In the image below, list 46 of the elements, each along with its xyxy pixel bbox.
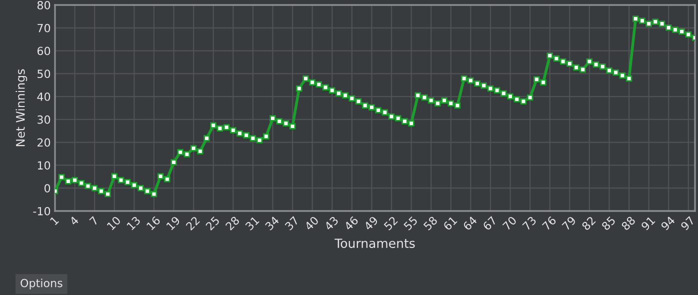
x-tick-label: 16: [146, 216, 161, 230]
y-tick-label: 30: [38, 115, 50, 124]
x-tick-label: 70: [502, 216, 518, 231]
x-tick-label: 73: [522, 216, 537, 231]
x-tick-label: 43: [324, 216, 339, 231]
x-tick-label: 85: [601, 216, 616, 231]
x-tick-label: 64: [462, 216, 478, 231]
x-tick-label: 58: [423, 216, 438, 231]
x-axis-title: Tournaments: [334, 238, 415, 248]
x-tick-label: 4: [69, 216, 80, 226]
y-tick-label: 20: [38, 138, 50, 147]
x-tick-label: 10: [106, 216, 122, 230]
x-tick-label: 40: [304, 216, 320, 231]
x-tick-label: 79: [562, 216, 576, 231]
y-tick-label: 0: [44, 184, 50, 192]
x-tick-label: 82: [581, 216, 596, 231]
x-tick-label: 76: [542, 216, 557, 231]
x-tick-label: 67: [482, 216, 498, 231]
y-tick-label: 10: [38, 161, 50, 170]
x-tick-label: 28: [225, 216, 240, 231]
x-tick-label: 1: [50, 216, 59, 226]
x-tick-label: 52: [383, 216, 398, 231]
x-tick-label: 61: [442, 216, 458, 231]
y-tick-label: 60: [37, 46, 50, 56]
x-tick-label: 55: [403, 216, 418, 231]
x-tick-label: 97: [680, 216, 696, 231]
x-tick-label: 88: [620, 216, 636, 231]
y-tick-label: 50: [38, 70, 50, 78]
x-tick-label: 19: [166, 216, 180, 230]
x-tick-label: 31: [244, 216, 260, 231]
y-tick-label: 40: [37, 92, 50, 101]
y-tick-label: 70: [38, 24, 50, 32]
y-axis-title: Net Winnings: [16, 69, 28, 146]
x-tick-label: 49: [363, 216, 378, 231]
x-tick-label: 91: [640, 216, 656, 231]
x-tick-label: 7: [89, 216, 99, 226]
x-tick-label: 13: [126, 216, 141, 230]
text: Options: [20, 278, 62, 290]
x-tick-label: 94: [660, 216, 676, 231]
y-tick-label: -10: [33, 206, 50, 216]
x-tick-label: 34: [264, 216, 280, 231]
x-tick-label: 22: [185, 216, 200, 231]
x-tick-label: 46: [344, 216, 359, 231]
x-tick-label: 25: [205, 216, 220, 231]
x-tick-label: 37: [284, 216, 300, 231]
y-tick-label: 80: [37, 0, 50, 10]
